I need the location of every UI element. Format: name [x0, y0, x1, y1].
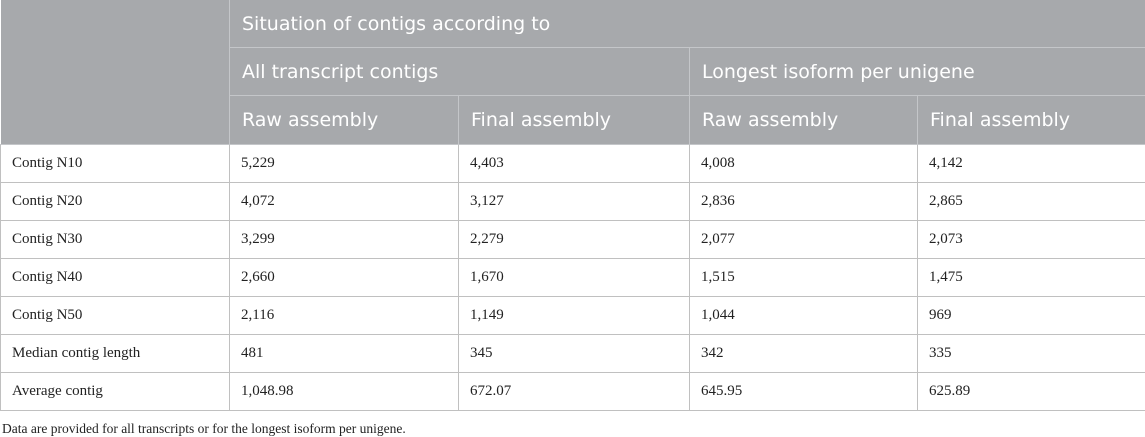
row-label: Contig N30	[0, 220, 230, 259]
table-cell: 2,660	[229, 258, 459, 297]
row-label: Average contig	[0, 372, 230, 411]
header-subgroup-all-transcripts: All transcript contigs	[229, 47, 690, 96]
table-cell: 2,865	[916, 182, 1145, 221]
table-body: Contig N10 5,229 4,403 4,008 4,142 Conti…	[0, 144, 1145, 411]
table-cell: 2,077	[689, 220, 918, 259]
table-cell: 1,475	[916, 258, 1145, 297]
row-label: Contig N40	[0, 258, 230, 297]
table-cell: 3,299	[229, 220, 459, 259]
header-group-title: Situation of contigs according to	[228, 0, 1145, 48]
header-col-final-assembly: Final assembly	[916, 95, 1145, 145]
table-cell: 4,008	[689, 144, 918, 183]
table-row: Median contig length 481 345 342 335	[0, 334, 1145, 373]
table-cell: 645.95	[689, 372, 918, 411]
table-cell: 335	[916, 334, 1145, 373]
table-cell: 481	[229, 334, 459, 373]
row-label: Contig N10	[0, 144, 230, 183]
table-cell: 2,116	[229, 296, 459, 335]
table-cell: 969	[916, 296, 1145, 335]
row-label: Contig N50	[0, 296, 230, 335]
table-footnote: Data are provided for all transcripts or…	[2, 421, 406, 436]
table-row: Contig N20 4,072 3,127 2,836 2,865	[0, 182, 1145, 221]
table-cell: 4,403	[458, 144, 690, 183]
table-cell: 2,836	[689, 182, 918, 221]
table-row: Contig N50 2,116 1,149 1,044 969	[0, 296, 1145, 335]
table-cell: 625.89	[916, 372, 1145, 411]
table-row: Average contig 1,048.98 672.07 645.95 62…	[0, 372, 1145, 411]
header-col-final-assembly: Final assembly	[458, 95, 690, 145]
table-cell: 2,279	[458, 220, 690, 259]
table-cell: 672.07	[458, 372, 690, 411]
table-row: Contig N30 3,299 2,279 2,077 2,073	[0, 220, 1145, 259]
table-cell: 1,048.98	[229, 372, 459, 411]
table-cell: 1,515	[689, 258, 918, 297]
header-col-raw-assembly: Raw assembly	[229, 95, 459, 145]
table-header: Situation of contigs according to All tr…	[0, 0, 1145, 145]
table-cell: 5,229	[229, 144, 459, 183]
contig-statistics-table: Situation of contigs according to All tr…	[0, 0, 1145, 411]
table-cell: 3,127	[458, 182, 690, 221]
table-row: Contig N40 2,660 1,670 1,515 1,475	[0, 258, 1145, 297]
table-cell: 2,073	[916, 220, 1145, 259]
table-cell: 1,670	[458, 258, 690, 297]
row-label: Median contig length	[0, 334, 230, 373]
header-col-raw-assembly: Raw assembly	[689, 95, 918, 145]
table-cell: 342	[689, 334, 918, 373]
table-cell: 1,149	[458, 296, 690, 335]
header-corner-cell	[0, 0, 230, 145]
row-label: Contig N20	[0, 182, 230, 221]
table-cell: 345	[458, 334, 690, 373]
table-cell: 1,044	[689, 296, 918, 335]
table-cell: 4,072	[229, 182, 459, 221]
header-subgroup-longest-isoform: Longest isoform per unigene	[688, 47, 1145, 96]
table-cell: 4,142	[916, 144, 1145, 183]
table-row: Contig N10 5,229 4,403 4,008 4,142	[0, 144, 1145, 183]
